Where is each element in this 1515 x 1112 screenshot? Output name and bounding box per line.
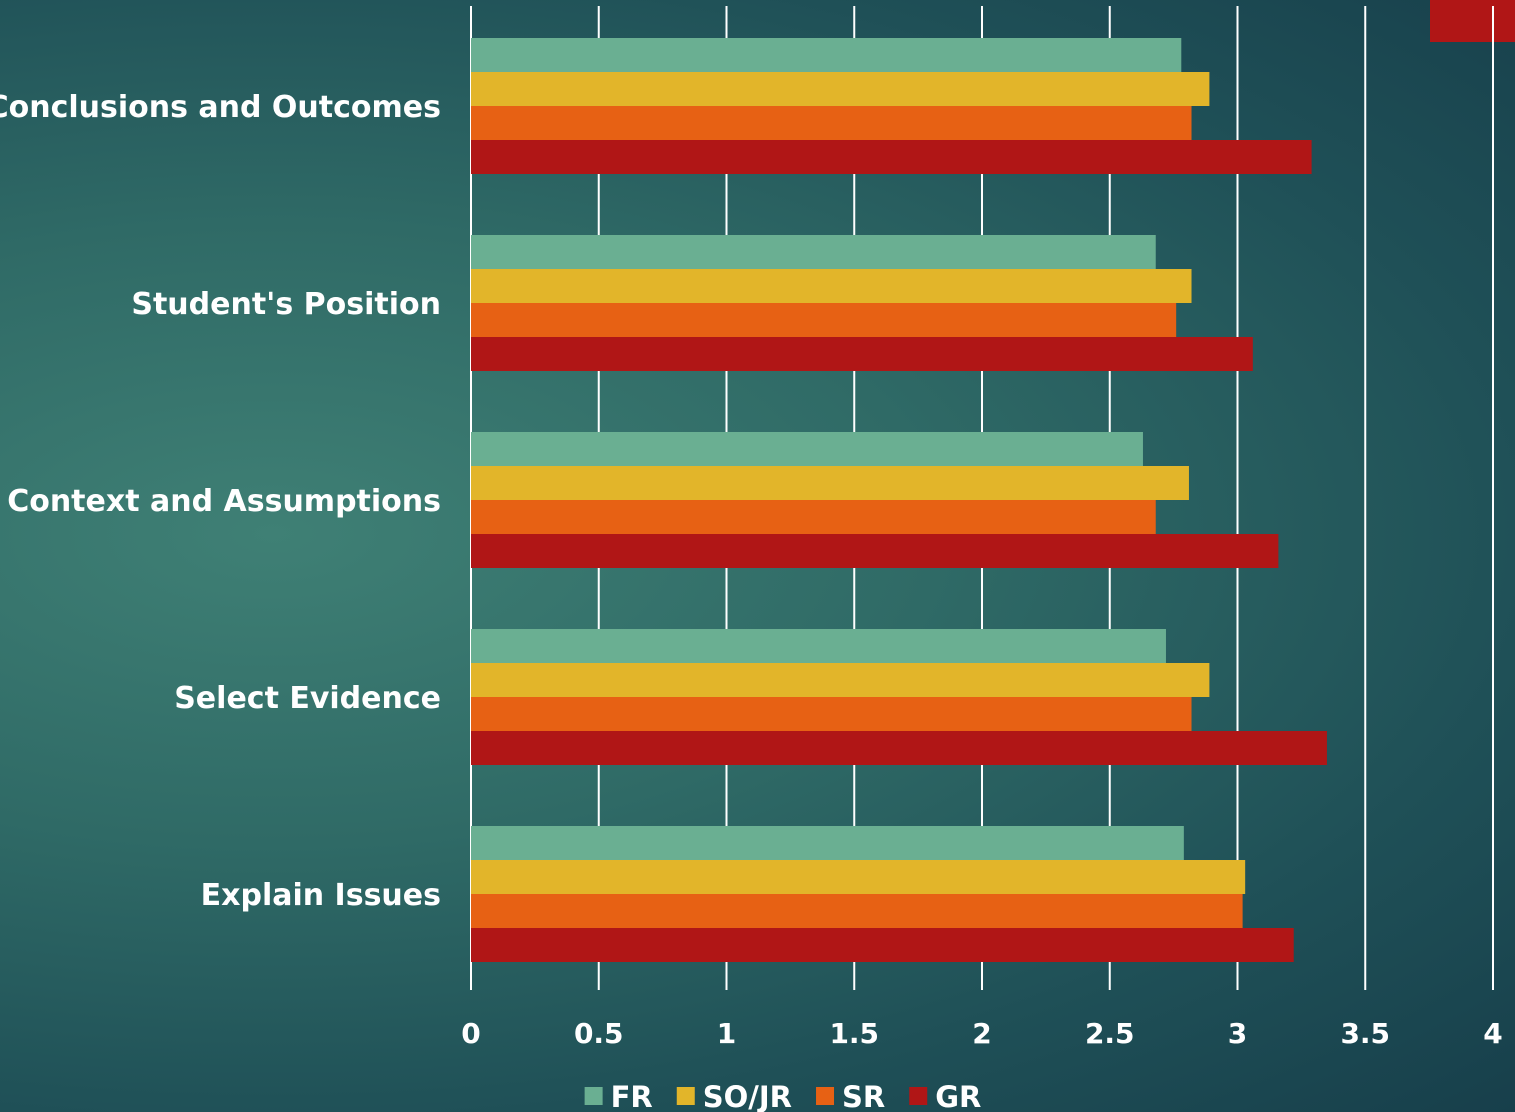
bar — [471, 731, 1327, 765]
bar — [471, 860, 1246, 894]
x-tick-label: 0.5 — [574, 1017, 624, 1050]
category-label: Student's Position — [131, 287, 441, 322]
legend-label: SR — [842, 1080, 885, 1112]
legend-swatch — [676, 1087, 695, 1105]
bar — [471, 629, 1166, 663]
bar — [471, 432, 1143, 466]
x-tick-label: 0 — [461, 1017, 480, 1050]
bar — [471, 337, 1253, 371]
bar — [471, 106, 1192, 140]
bar — [471, 894, 1243, 928]
legend-label: FR — [611, 1080, 653, 1112]
category-label: Context and Assumptions — [7, 484, 441, 519]
bar — [471, 303, 1177, 337]
legend-swatch — [584, 1087, 603, 1105]
x-tick-label: 2 — [972, 1017, 991, 1050]
bar — [471, 663, 1210, 697]
bars — [471, 38, 1327, 962]
x-tick-label: 2.5 — [1085, 1017, 1135, 1050]
bar — [471, 697, 1192, 731]
bar — [471, 235, 1156, 269]
bar — [471, 466, 1189, 500]
category-label: Explain Issues — [201, 878, 441, 913]
x-tick-label: 3 — [1228, 1017, 1247, 1050]
x-axis-ticks: 0 0.5 1 1.5 2 2.5 3 3.5 4 — [461, 1017, 1502, 1050]
bar — [471, 269, 1192, 303]
corner-accent-block — [1430, 0, 1515, 42]
x-tick-label: 1 — [717, 1017, 736, 1050]
category-label: Conclusions and Outcomes — [0, 90, 441, 125]
legend-label: SO/JR — [703, 1080, 792, 1112]
x-tick-label: 4 — [1483, 1017, 1502, 1050]
legend-label: GR — [935, 1080, 981, 1112]
bar — [471, 928, 1294, 962]
bar — [471, 826, 1184, 860]
bar — [471, 38, 1182, 72]
category-labels: Conclusions and Outcomes Student's Positi… — [0, 90, 441, 913]
bar — [471, 140, 1312, 174]
legend: FR SO/JR SR GR — [584, 1080, 981, 1112]
category-label: Select Evidence — [174, 681, 441, 716]
legend-swatch — [909, 1087, 928, 1105]
x-tick-label: 3.5 — [1340, 1017, 1390, 1050]
bar — [471, 500, 1156, 534]
bar — [471, 534, 1279, 568]
x-tick-label: 1.5 — [829, 1017, 879, 1050]
legend-swatch — [816, 1087, 835, 1105]
bar — [471, 72, 1210, 106]
